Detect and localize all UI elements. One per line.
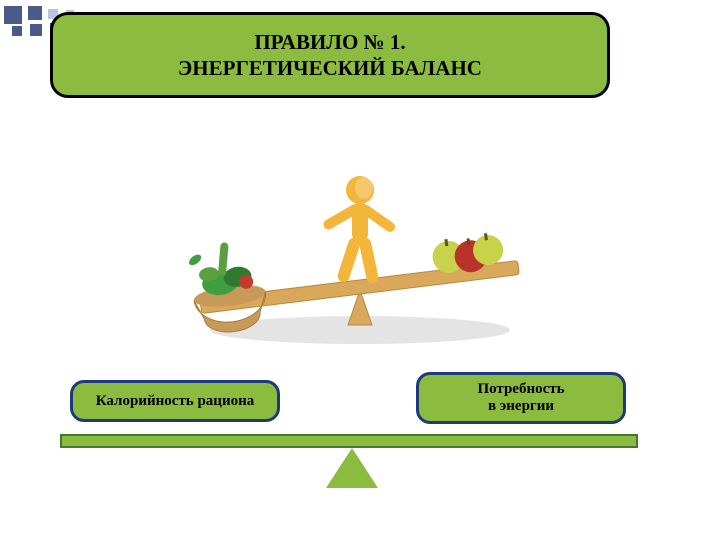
person-icon [322,176,397,284]
label-calorie-intake-text: Калорийность рациона [96,393,254,410]
balance-bar [60,434,638,448]
title-line2: ЭНЕРГЕТИЧЕСКИЙ БАЛАНС [178,55,482,81]
label-calorie-intake: Калорийность рациона [70,380,280,422]
label-energy-need: Потребность в энергии [416,372,626,424]
title-box: ПРАВИЛО № 1. ЭНЕРГЕТИЧЕСКИЙ БАЛАНС [50,12,610,98]
balance-fulcrum [326,448,378,488]
title-line1: ПРАВИЛО № 1. [254,29,405,55]
label-energy-need-line1: Потребность [477,381,564,398]
label-energy-need-line2: в энергии [488,398,554,415]
balance-illustration [170,120,550,350]
